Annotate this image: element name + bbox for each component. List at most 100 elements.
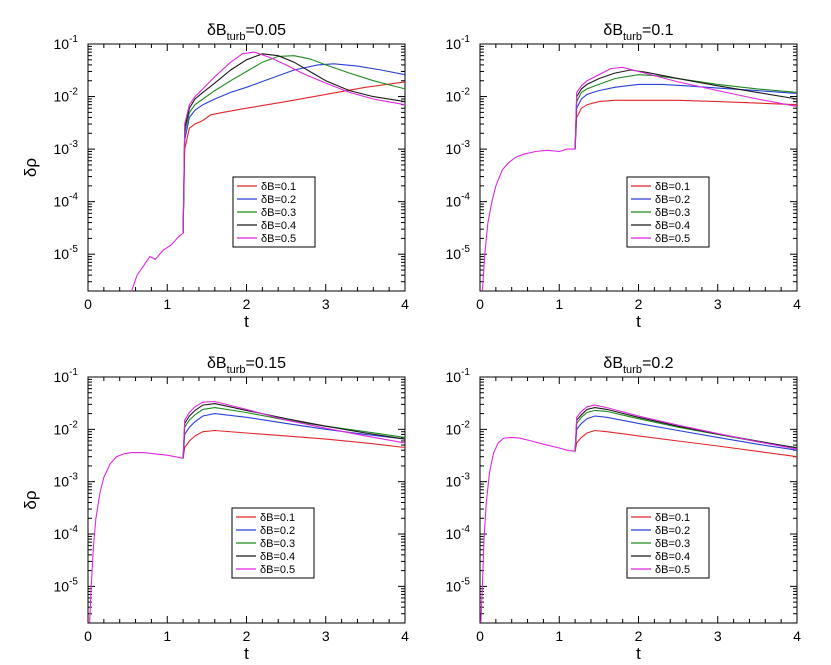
chart-title-value: =0.05	[246, 22, 287, 39]
y-tick-exponent: -1	[69, 34, 78, 45]
series-line-2	[182, 63, 405, 234]
data-lines	[481, 66, 797, 291]
series-line-5	[574, 66, 797, 150]
y-tick-base: 10	[54, 194, 70, 210]
y-tick-label: 10-1	[54, 367, 79, 385]
y-tick-exponent: -2	[461, 87, 470, 98]
plot-frame	[479, 376, 798, 624]
y-tick-base: 10	[54, 578, 70, 594]
chart-panel-1: 0 1 2 3 410-110-210-310-410-5δBturb=0.05tδρδ…	[21, 22, 409, 331]
chart-title: δBturb=0.1	[603, 22, 673, 43]
legend-label: δB=0.1	[261, 181, 296, 193]
series-line-3	[182, 55, 405, 234]
x-tick-label: 4	[793, 628, 801, 644]
x-tick-label: 0	[84, 628, 92, 644]
y-tick-label: 10-3	[446, 139, 471, 157]
y-tick-base: 10	[446, 36, 462, 52]
y-tick-label: 10-3	[446, 472, 471, 490]
legend-label: δB=0.5	[655, 564, 690, 576]
x-tick-label: 0	[476, 628, 484, 644]
legend: δB=0.1δB=0.2δB=0.3δB=0.4δB=0.5	[626, 176, 710, 248]
y-tick-exponent: -5	[69, 576, 78, 587]
y-tick-label: 10-5	[446, 576, 471, 594]
y-tick-base: 10	[54, 526, 70, 542]
series-line-4	[182, 403, 405, 459]
y-tick-label: 10-2	[54, 419, 79, 437]
y-tick-base: 10	[54, 246, 70, 262]
data-lines	[480, 404, 797, 623]
legend-label: δB=0.5	[655, 233, 690, 245]
y-tick-label: 10-1	[446, 34, 471, 52]
y-tick-base: 10	[54, 421, 70, 437]
y-tick-base: 10	[446, 194, 462, 210]
x-tick-label: 4	[401, 628, 409, 644]
y-tick-base: 10	[54, 89, 70, 105]
y-tick-label: 10-3	[54, 139, 79, 157]
y-tick-base: 10	[54, 36, 70, 52]
y-tick-exponent: -4	[69, 192, 78, 203]
chart-title-sub: turb	[623, 31, 642, 43]
y-tick-exponent: -3	[461, 472, 470, 483]
x-tick-label: 1	[555, 628, 563, 644]
legend-label: δB=0.2	[655, 194, 690, 206]
legend-label: δB=0.1	[655, 512, 690, 524]
legend-label: δB=0.3	[260, 538, 295, 550]
series-line-5	[182, 400, 405, 459]
series-line-4	[182, 53, 405, 234]
series-line-common	[481, 148, 576, 291]
x-tick-label: 3	[714, 296, 722, 312]
y-tick-base: 10	[446, 369, 462, 385]
y-tick-exponent: -4	[461, 192, 470, 203]
y-tick-base: 10	[446, 141, 462, 157]
y-tick-label: 10-5	[54, 244, 79, 262]
y-tick-label: 10-4	[446, 524, 471, 542]
y-tick-label: 10-4	[446, 192, 471, 210]
y-tick-exponent: -2	[69, 419, 78, 430]
series-line-common	[480, 436, 576, 623]
y-tick-exponent: -3	[69, 472, 78, 483]
y-axis-label: δρ	[21, 490, 40, 509]
y-tick-label: 10-3	[54, 472, 79, 490]
y-tick-label: 10-4	[54, 524, 79, 542]
x-axis-label: t	[636, 312, 641, 331]
chart-title-sub: turb	[623, 364, 642, 376]
x-tick-label: 0	[84, 296, 92, 312]
legend: δB=0.1δB=0.2δB=0.3δB=0.4δB=0.5	[231, 507, 315, 579]
x-tick-label: 1	[555, 296, 563, 312]
legend-label: δB=0.5	[261, 233, 296, 245]
y-tick-label: 10-5	[54, 576, 79, 594]
y-tick-label: 10-1	[54, 34, 79, 52]
series-line-5	[574, 404, 797, 452]
legend-label: δB=0.2	[260, 525, 295, 537]
plot-frame	[479, 43, 798, 292]
series-line-common	[131, 232, 184, 291]
chart-title: δBturb=0.05	[207, 22, 286, 43]
y-tick-label: 10-5	[446, 244, 471, 262]
y-tick-base: 10	[446, 89, 462, 105]
x-tick-label: 2	[243, 296, 251, 312]
y-tick-exponent: -1	[461, 367, 470, 378]
y-tick-exponent: -1	[69, 367, 78, 378]
y-tick-label: 10-1	[446, 367, 471, 385]
legend-label: δB=0.4	[655, 220, 690, 232]
y-tick-exponent: -1	[461, 34, 470, 45]
y-tick-base: 10	[446, 474, 462, 490]
series-line-3	[574, 74, 797, 150]
legend-label: δB=0.2	[261, 194, 296, 206]
x-axis-label: t	[244, 644, 249, 663]
x-tick-label: 4	[793, 296, 801, 312]
plot-frame	[87, 43, 406, 292]
y-tick-label: 10-2	[54, 87, 79, 105]
chart-title-main: δB	[207, 22, 227, 39]
chart-title-value: =0.2	[642, 355, 674, 372]
x-axis-label: t	[244, 312, 249, 331]
legend-label: δB=0.4	[260, 551, 295, 563]
y-tick-exponent: -4	[69, 524, 78, 535]
x-tick-label: 2	[635, 296, 643, 312]
legend-label: δB=0.5	[260, 564, 295, 576]
legend-label: δB=0.3	[655, 207, 690, 219]
chart-panel-4: 0 1 2 3 410-110-210-310-410-5δBturb=0.2tδB=0…	[446, 355, 802, 663]
y-tick-exponent: -2	[69, 87, 78, 98]
series-line-2	[574, 83, 797, 150]
y-tick-base: 10	[446, 526, 462, 542]
